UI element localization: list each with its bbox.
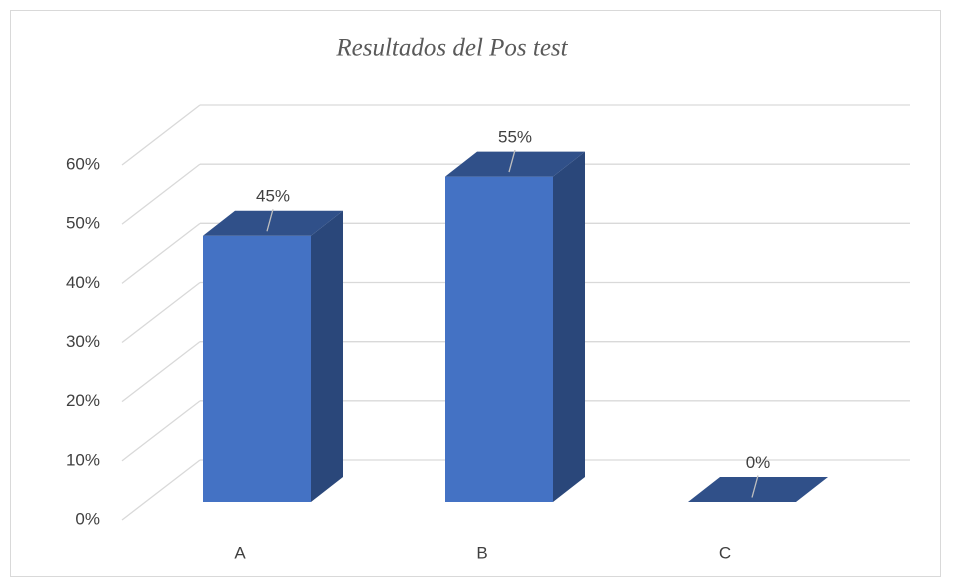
bar-front: [203, 235, 311, 502]
y-tick-label: 40%: [66, 273, 100, 292]
y-tick-label: 60%: [66, 154, 100, 173]
bar-top: [203, 210, 343, 236]
bar-side: [553, 151, 585, 503]
leader-line: [266, 209, 274, 232]
x-tick-label: B: [476, 543, 487, 562]
bar-front: [445, 176, 553, 503]
bar: [445, 151, 585, 503]
grid-line: [121, 341, 201, 403]
bar: [203, 210, 343, 502]
bar-side: [311, 210, 343, 502]
y-tick-label: 20%: [66, 391, 100, 410]
grid-line: [121, 104, 201, 166]
y-tick-label: 30%: [66, 332, 100, 351]
bar-top: [445, 151, 585, 177]
x-tick-label: A: [234, 543, 246, 562]
grid-line: [121, 281, 201, 344]
bar-top: [688, 477, 828, 502]
data-label: 45%: [256, 187, 290, 206]
y-tick-label: 10%: [66, 450, 100, 469]
leader-line: [751, 475, 759, 498]
y-tick-label: 50%: [66, 214, 100, 233]
grid-line: [121, 222, 201, 284]
chart-title: Resultados del Pos test: [335, 35, 568, 62]
grid-line: [121, 163, 201, 225]
x-tick-label: C: [719, 543, 731, 562]
y-tick-label: 0%: [75, 509, 100, 528]
data-label: 55%: [498, 128, 532, 147]
bar: [688, 477, 828, 502]
grid-line: [121, 459, 201, 521]
data-label: 0%: [746, 453, 771, 472]
grid-line: [121, 400, 201, 462]
leader-line: [508, 149, 516, 173]
